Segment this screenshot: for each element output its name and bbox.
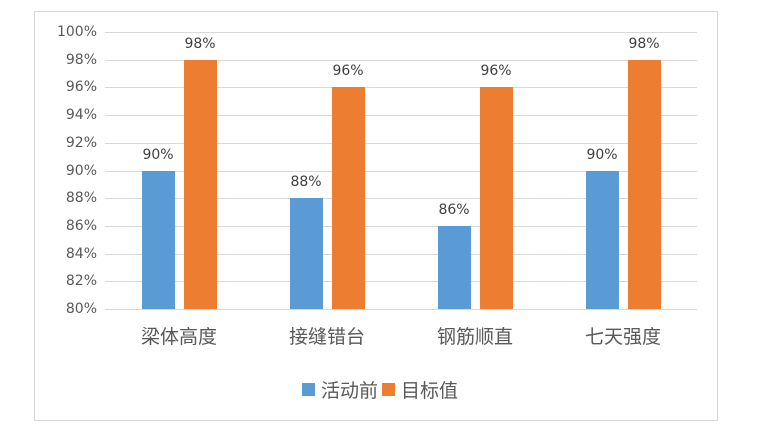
y-tick-label: 98%: [65, 51, 97, 68]
bar-before[interactable]: [437, 225, 471, 309]
legend-item-before[interactable]: 活动前: [301, 376, 378, 403]
data-label: 98%: [184, 35, 216, 52]
y-tick-label: 90%: [65, 162, 97, 179]
y-tick-label: 86%: [65, 217, 97, 234]
bar-before[interactable]: [585, 170, 619, 309]
y-tick-label: 84%: [65, 245, 97, 262]
y-tick-label: 96%: [65, 79, 97, 96]
gridline: [105, 87, 697, 89]
data-label: 96%: [332, 63, 364, 80]
gridline: [105, 170, 697, 172]
gridline: [105, 309, 697, 310]
legend-swatch-blue-icon: [301, 383, 315, 396]
bar-target[interactable]: [331, 87, 365, 309]
gridline: [105, 115, 697, 117]
legend-swatch-orange-icon: [382, 383, 395, 396]
gridline: [105, 59, 697, 61]
gridline: [105, 32, 697, 33]
y-tick-label: 94%: [65, 107, 97, 124]
x-category-label: 七天强度: [584, 326, 661, 348]
y-tick-label: 92%: [65, 134, 97, 151]
data-label: 98%: [628, 35, 660, 52]
data-label: 96%: [480, 63, 512, 80]
gridline: [105, 253, 697, 255]
x-category-label: 接缝错台: [288, 326, 365, 348]
data-label: 86%: [438, 201, 470, 218]
bar-before[interactable]: [141, 170, 175, 309]
y-tick-label: 88%: [65, 190, 97, 207]
data-label: 90%: [142, 146, 174, 163]
legend: 活动前 目标值: [0, 376, 760, 403]
bar-target[interactable]: [627, 59, 661, 309]
legend-label: 活动前: [320, 380, 378, 402]
gridline: [105, 142, 697, 144]
data-label: 88%: [290, 174, 322, 191]
gridline: [105, 225, 697, 227]
plot-area: 90% 98% 88% 96% 86% 96% 90% 98%: [105, 32, 697, 310]
legend-item-target[interactable]: 目标值: [382, 376, 458, 403]
bar-target[interactable]: [479, 87, 513, 309]
data-label: 90%: [586, 146, 618, 163]
legend-label: 目标值: [401, 380, 459, 402]
y-tick-label: 80%: [65, 301, 97, 317]
gridline: [105, 198, 697, 200]
gridline: [105, 281, 697, 283]
y-tick-label: 82%: [65, 273, 97, 290]
bar-before[interactable]: [289, 198, 323, 309]
y-tick-label: 100%: [56, 24, 97, 40]
x-category-label: 钢筋顺直: [436, 326, 513, 348]
x-category-label: 梁体高度: [140, 326, 217, 348]
bar-target[interactable]: [183, 59, 217, 309]
